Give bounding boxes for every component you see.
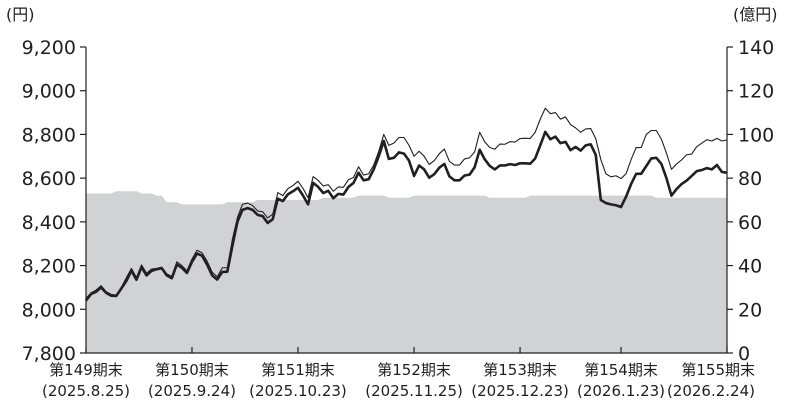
x-tick-date: (2025.9.24) xyxy=(148,382,236,400)
right-tick-label: 40 xyxy=(738,256,762,278)
net-assets-area xyxy=(86,191,727,353)
right-tick-label: 0 xyxy=(738,343,750,365)
left-tick-label: 8,800 xyxy=(22,124,76,146)
right-tick-label: 120 xyxy=(738,81,774,103)
x-tick-label: 第151期末 xyxy=(261,361,335,379)
nav-line-thin xyxy=(85,107,728,299)
x-tick-date: (2025.10.23) xyxy=(249,382,347,400)
left-tick-label: 8,000 xyxy=(22,299,76,321)
left-axis-unit: (円) xyxy=(6,5,35,24)
left-tick-label: 8,400 xyxy=(22,212,76,234)
x-tick-date: (2025.8.25) xyxy=(42,382,130,400)
x-tick-label: 第153期末 xyxy=(483,361,557,379)
price-lines-layer xyxy=(84,107,728,302)
x-tick-date: (2025.12.23) xyxy=(471,382,569,400)
x-tick-label: 第155期末 xyxy=(681,361,755,379)
right-tick-label: 140 xyxy=(738,37,774,59)
right-tick-label: 20 xyxy=(738,299,762,321)
x-tick-label: 第150期末 xyxy=(155,361,229,379)
left-tick-label: 9,200 xyxy=(22,37,76,59)
x-tick-label: 第149期末 xyxy=(49,361,123,379)
x-tick-date: (2026.2.24) xyxy=(667,382,755,400)
x-tick-label: 第152期末 xyxy=(377,361,451,379)
left-tick-label: 8,200 xyxy=(22,256,76,278)
x-tick-date: (2025.11.25) xyxy=(365,382,463,400)
right-axis-unit: (億円) xyxy=(733,5,778,24)
net-assets-area-layer xyxy=(86,191,727,353)
left-tick-label: 8,600 xyxy=(22,168,76,190)
tick-labels-layer: (円) (億円) 7,800 8,000 8,200 8,400 8,600 8,800 9… xyxy=(6,5,778,400)
right-tick-label: 80 xyxy=(738,168,762,190)
left-tick-label: 9,000 xyxy=(22,81,76,103)
x-tick-label: 第154期末 xyxy=(584,361,658,379)
axes-layer xyxy=(80,46,733,354)
left-tick-label: 7,800 xyxy=(22,343,76,365)
nav-line-thick xyxy=(84,130,728,302)
x-tick-date: (2026.1.23) xyxy=(577,382,665,400)
right-tick-label: 100 xyxy=(738,124,774,146)
right-tick-label: 60 xyxy=(738,212,762,234)
